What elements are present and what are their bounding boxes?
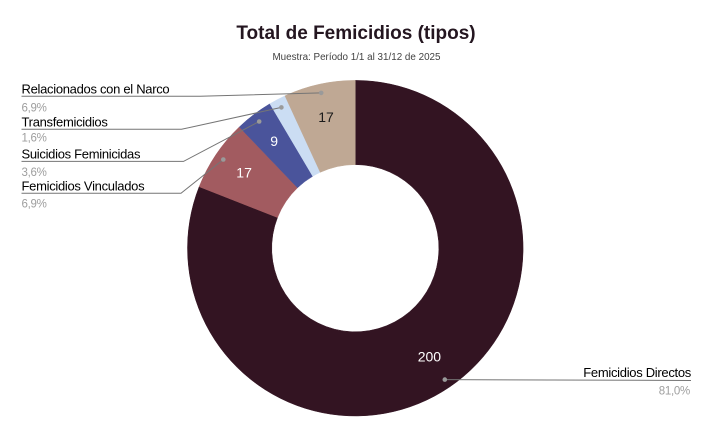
svg-text:Muestra: Período 1/1 al 31/12: Muestra: Período 1/1 al 31/12 de 2025: [272, 52, 441, 63]
svg-text:Femicidios Directos: Femicidios Directos: [583, 365, 692, 380]
svg-text:81,0%: 81,0%: [659, 386, 690, 398]
svg-text:9: 9: [270, 133, 278, 149]
svg-text:17: 17: [236, 165, 252, 181]
svg-text:6,9%: 6,9%: [22, 102, 47, 114]
svg-text:Relacionados con el Narco: Relacionados con el Narco: [22, 81, 170, 96]
svg-text:17: 17: [318, 109, 334, 125]
svg-text:6,9%: 6,9%: [22, 199, 47, 211]
svg-text:3,6%: 3,6%: [22, 167, 47, 179]
svg-text:Femicidios Vinculados: Femicidios Vinculados: [22, 178, 146, 193]
svg-text:1,6%: 1,6%: [22, 132, 47, 144]
svg-text:Transfemicidios: Transfemicidios: [22, 114, 109, 129]
svg-text:Suicidios Feminicidas: Suicidios Feminicidas: [22, 146, 141, 161]
svg-text:Total de Femicidios (tipos): Total de Femicidios (tipos): [236, 23, 475, 44]
svg-text:200: 200: [418, 349, 442, 365]
